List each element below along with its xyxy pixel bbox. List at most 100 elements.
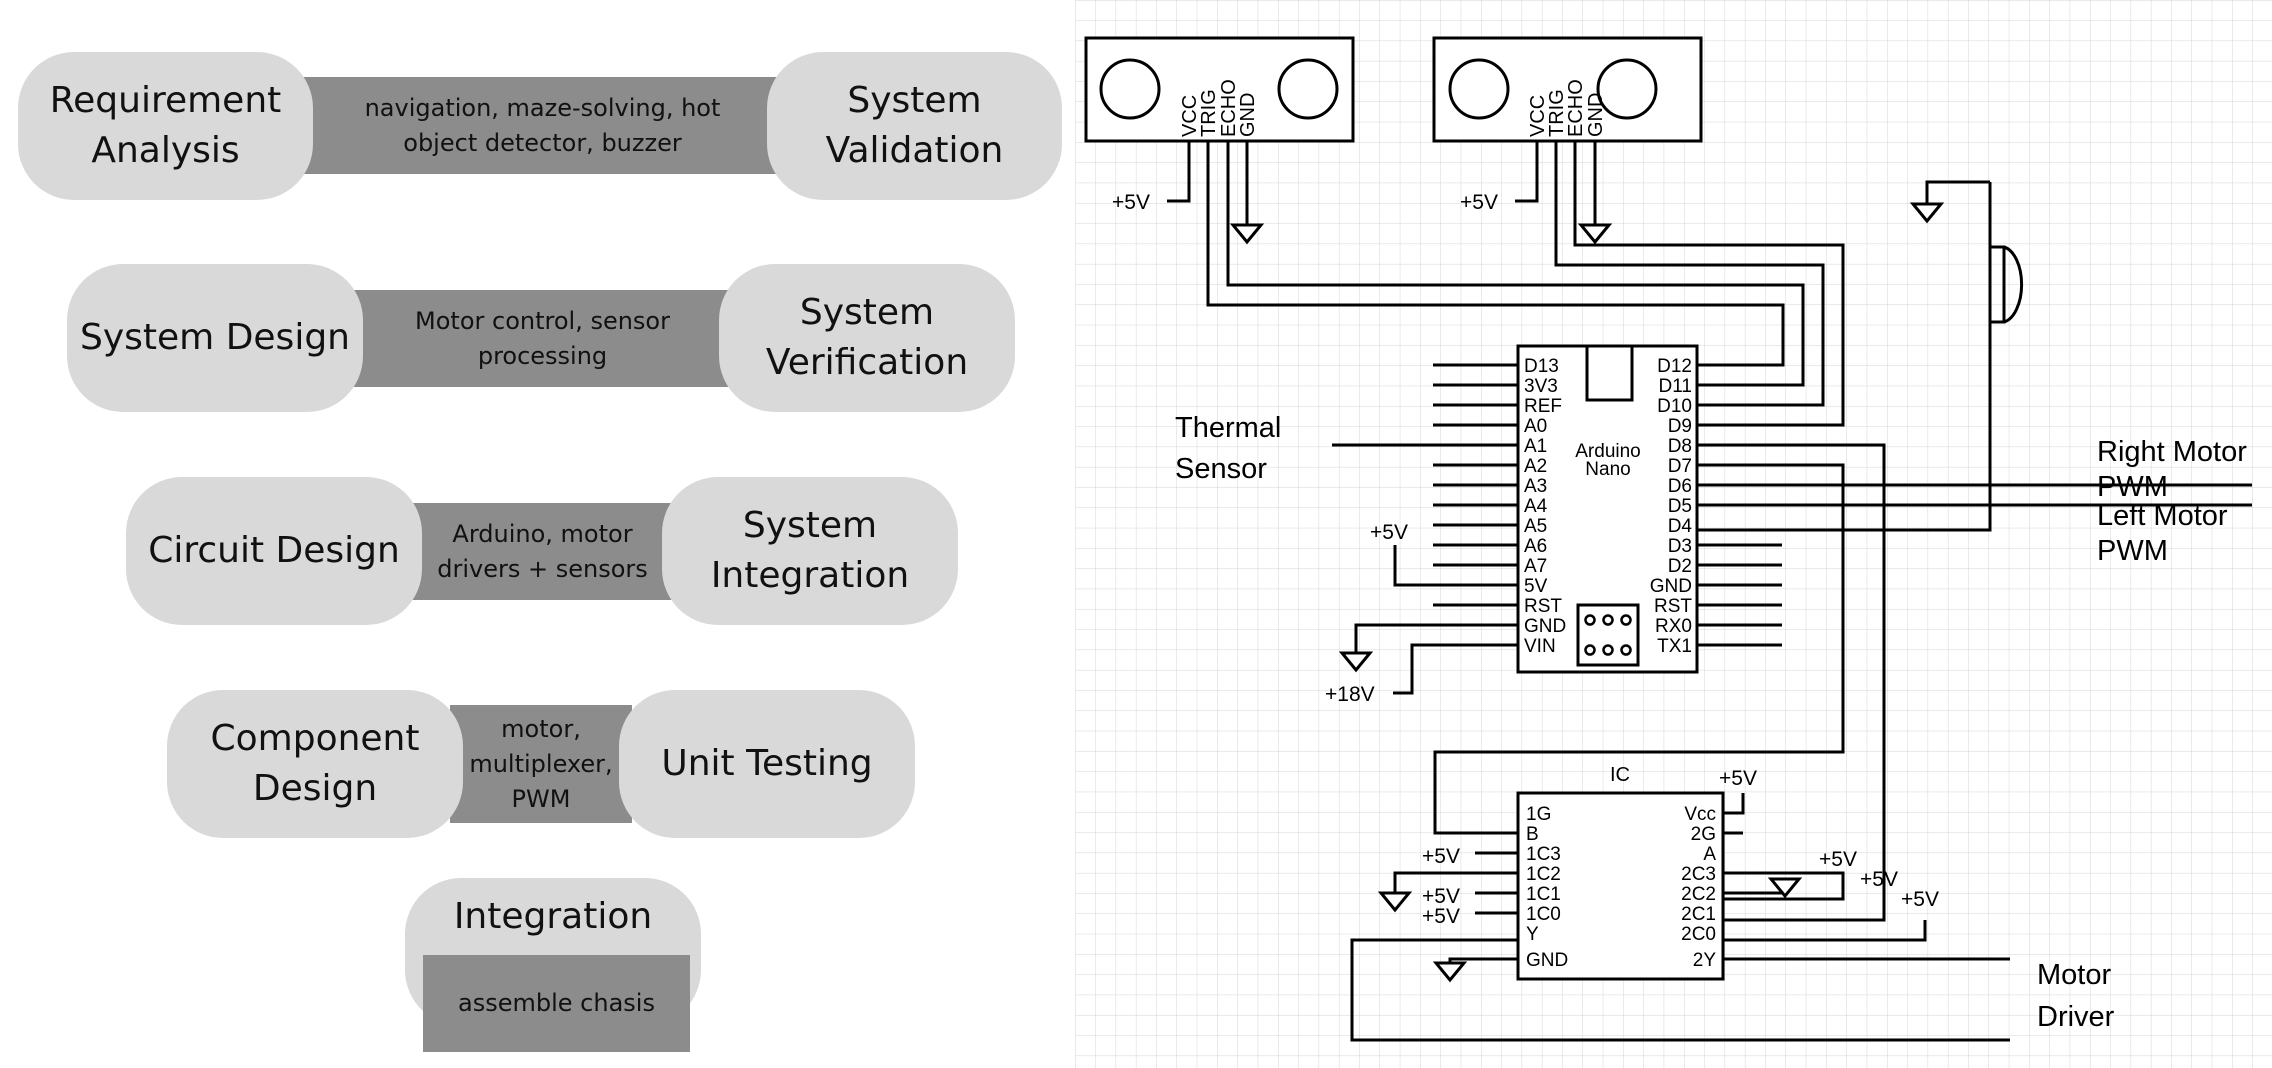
thermal-sensor-label-line2: Sensor [1175, 453, 1267, 485]
us1-5v-label: +5V [1112, 191, 1150, 214]
ic-pin-a: A [1703, 844, 1716, 865]
us1-trig-label: TRIG [1198, 89, 1220, 137]
ic-title: IC [1610, 764, 1630, 786]
arduino-pin-5v: 5V [1524, 576, 1548, 597]
ultrasonic-2-pin-labels: VCC TRIG ECHO GND [1527, 79, 1607, 137]
left-motor-label-line1: Left Motor [2097, 500, 2228, 532]
us2-5v-label: +5V [1460, 191, 1498, 214]
arduino-pin-a7: A7 [1524, 556, 1547, 577]
arduino-pin-a5: A5 [1524, 516, 1547, 537]
ic-pin-b: B [1526, 824, 1539, 845]
arduino-pin-d10: D10 [1657, 396, 1692, 417]
arduino-right-pin-labels: D12 D11 D10 D9 D8 D7 D6 D5 D4 D3 D2 GND … [1650, 356, 1693, 657]
arduino-pin-rx0: RX0 [1655, 616, 1692, 637]
ic-pin-1c0: 1C0 [1526, 904, 1561, 925]
integration-title: Integration [453, 896, 653, 937]
signal-labels: Thermal Sensor Right Motor PWM Left Moto… [1175, 412, 2247, 1033]
arduino-pin-vin: VIN [1524, 636, 1556, 657]
arduino-pin-d8: D8 [1668, 436, 1692, 457]
row2-description: Motor control, sensor processing [350, 290, 735, 387]
v-model-panel: navigation, maze-solving, hot object det… [0, 0, 1075, 1068]
us2-vcc-label: VCC [1527, 95, 1549, 137]
system-integration-box: System Integration [662, 477, 958, 625]
ic-pin-y: Y [1526, 924, 1539, 945]
ic-pin-1c2: 1C2 [1526, 864, 1561, 885]
ic-pin-2c3: 2C3 [1681, 864, 1716, 885]
arduino-pin-d3: D3 [1668, 536, 1692, 557]
ic-1c1-5v-label: +5V [1422, 885, 1460, 908]
us2-trig-label: TRIG [1546, 89, 1568, 137]
ic-1c3-5v-label: +5V [1422, 845, 1460, 868]
row1-description: navigation, maze-solving, hot object det… [300, 77, 785, 174]
ic-2c1-5v-label: +5V [1860, 868, 1898, 891]
arduino-pin-d13: D13 [1524, 356, 1559, 377]
ic-pin-2c1: 2C1 [1681, 904, 1716, 925]
motor-driver-label-line1: Motor [2037, 959, 2111, 991]
ic-pin-1c1: 1C1 [1526, 884, 1561, 905]
system-validation-box: System Validation [767, 52, 1062, 200]
circuit-schematic: VCC TRIG ECHO GND VCC TRIG ECHO GND D13 … [1075, 0, 2272, 1068]
ic-right-pin-labels: Vcc 2G A 2C3 2C2 2C1 2C0 2Y [1681, 804, 1716, 971]
right-motor-label-line1: Right Motor [2097, 436, 2247, 468]
motor-driver-label-line2: Driver [2037, 1001, 2115, 1033]
arduino-pin-gnd-right: GND [1650, 576, 1692, 597]
icsp-header [1584, 614, 1632, 656]
arduino-pin-3v3: 3V3 [1524, 376, 1558, 397]
system-verification-box: System Verification [719, 264, 1015, 412]
ic-pin-2y: 2Y [1693, 950, 1717, 971]
unit-testing-box: Unit Testing [619, 690, 915, 838]
us1-gnd-label: GND [1237, 93, 1259, 137]
arduino-pin-d12: D12 [1657, 356, 1692, 377]
us1-vcc-label: VCC [1179, 95, 1201, 137]
arduino-18v-label: +18V [1325, 683, 1375, 706]
ic-pin-1c3: 1C3 [1526, 844, 1561, 865]
arduino-pin-d9: D9 [1668, 416, 1692, 437]
ic-pin-2c0: 2C0 [1681, 924, 1716, 945]
requirement-analysis-box: Requirement Analysis [18, 52, 313, 200]
arduino-pin-a6: A6 [1524, 536, 1547, 557]
ic-2c3-5v-label: +5V [1819, 848, 1857, 871]
arduino-name-line2: Nano [1585, 459, 1630, 480]
arduino-pin-tx1: TX1 [1657, 636, 1692, 657]
ic-1c0-5v-label: +5V [1422, 905, 1460, 928]
arduino-5v-label: +5V [1370, 521, 1408, 544]
arduino-pin-a2: A2 [1524, 456, 1547, 477]
system-design-box: System Design [67, 264, 363, 412]
arduino-pin-d11: D11 [1659, 376, 1692, 397]
ic-vcc-5v-label: +5V [1719, 767, 1757, 790]
thermal-sensor-label-line1: Thermal [1175, 412, 1281, 444]
arduino-pin-gnd-left: GND [1524, 616, 1566, 637]
arduino-pin-ref: REF [1524, 396, 1562, 417]
arduino-pin-a3: A3 [1524, 476, 1547, 497]
us1-echo-label: ECHO [1218, 79, 1240, 137]
arduino-pin-d5: D5 [1668, 496, 1692, 517]
ultrasonic-1-pin-labels: VCC TRIG ECHO GND [1179, 79, 1259, 137]
us2-gnd-label: GND [1585, 93, 1607, 137]
arduino-name-line1: Arduino [1575, 441, 1641, 462]
ic-pin-2g: 2G [1691, 824, 1716, 845]
arduino-pin-d6: D6 [1668, 476, 1692, 497]
row3-description: Arduino, motor drivers + sensors [408, 503, 677, 600]
ic-pin-1g: 1G [1526, 804, 1551, 825]
ic-pin-gnd: GND [1526, 950, 1568, 971]
left-motor-label-line2: PWM [2097, 535, 2168, 567]
circuit-design-box: Circuit Design [126, 477, 422, 625]
ic-pin-2c2: 2C2 [1681, 884, 1716, 905]
arduino-pin-a0: A0 [1524, 416, 1547, 437]
arduino-pin-d4: D4 [1668, 516, 1693, 537]
ic-pin-vcc: Vcc [1684, 804, 1716, 825]
arduino-pin-a4: A4 [1524, 496, 1548, 517]
component-design-box: Component Design [167, 690, 463, 838]
arduino-pin-d7: D7 [1668, 456, 1692, 477]
supply-labels: +5V +5V +5V +18V +5V +5V +5V +5V +5V +5V… [1112, 191, 1939, 928]
arduino-pin-rst-right: RST [1654, 596, 1692, 617]
us2-echo-label: ECHO [1565, 79, 1587, 137]
arduino-pin-a1: A1 [1524, 436, 1547, 457]
integration-description: assemble chasis [423, 955, 690, 1052]
ic-left-pin-labels: 1G B 1C3 1C2 1C1 1C0 Y GND [1526, 804, 1568, 971]
right-motor-label-line2: PWM [2097, 471, 2168, 503]
arduino-pin-rst-left: RST [1524, 596, 1562, 617]
arduino-pin-d2: D2 [1668, 556, 1692, 577]
ic-2c0-5v-label: +5V [1901, 888, 1939, 911]
row4-description: motor, multiplexer, PWM [450, 705, 632, 823]
